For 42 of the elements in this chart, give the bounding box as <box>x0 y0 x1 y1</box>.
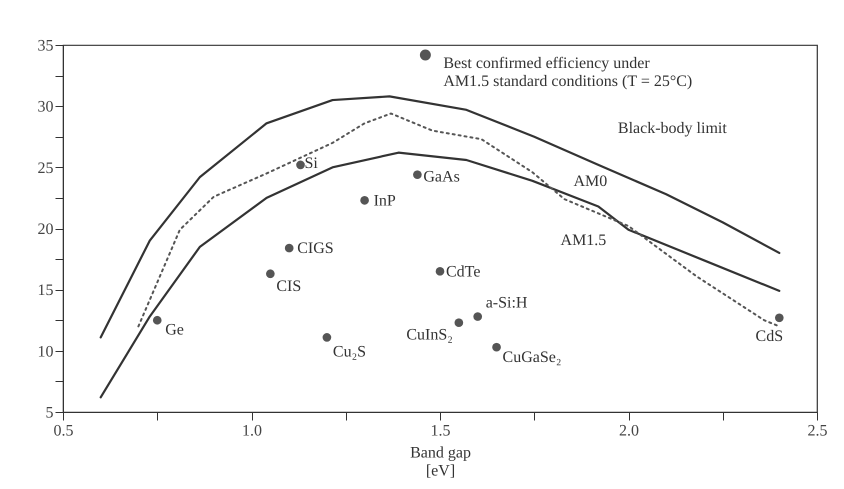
annotation: CuInS₂ <box>406 326 453 344</box>
x-tick-label: 0.5 <box>54 422 74 440</box>
point <box>413 170 422 179</box>
point <box>296 160 305 170</box>
x-tick-label: 1.5 <box>430 422 450 440</box>
legend-label: Best confirmed efficiency under AM1.5 standard conditions (T = 25°C) <box>443 55 692 90</box>
y-tick-label: 35 <box>38 38 54 54</box>
annotation: Cu₂S <box>332 343 366 360</box>
annotation: CdTe <box>446 263 480 280</box>
point <box>360 196 369 205</box>
y-tick-label: 25 <box>38 160 54 177</box>
point <box>284 244 294 252</box>
point <box>454 318 464 328</box>
annotation: a-Si:H <box>486 294 528 312</box>
point <box>436 266 444 276</box>
point <box>774 313 784 322</box>
line-series <box>100 152 780 398</box>
annotation: GaAs <box>423 168 460 186</box>
point <box>322 333 332 342</box>
annotation: Ge <box>165 321 184 338</box>
x-tick-label: 2.5 <box>808 422 828 440</box>
annotation: CIS <box>276 278 302 295</box>
y-tick-label: 30 <box>38 98 54 116</box>
point <box>473 312 482 321</box>
y-tick-label: 5 <box>46 404 54 422</box>
y-tick-label: 15 <box>38 282 54 300</box>
point <box>492 342 501 352</box>
annotation: InP <box>374 192 396 210</box>
annotation: CIGS <box>297 240 334 258</box>
x-tick-label: 2.0 <box>619 422 639 440</box>
point <box>152 316 162 325</box>
annotation: CuGaSe₂ <box>502 349 562 366</box>
annotation: Si <box>304 154 318 172</box>
y-tick-label: 10 <box>38 343 54 360</box>
annotation: CdS <box>756 328 784 345</box>
x-axis-title: Band gap [eV] <box>410 444 471 480</box>
x-tick-label: 1.0 <box>242 422 262 440</box>
point <box>266 269 275 278</box>
y-tick-label: 20 <box>38 221 54 238</box>
series-label: AM1.5 <box>560 232 606 250</box>
series-label: AM0 <box>573 172 608 190</box>
text: Black-body limit <box>618 120 728 137</box>
